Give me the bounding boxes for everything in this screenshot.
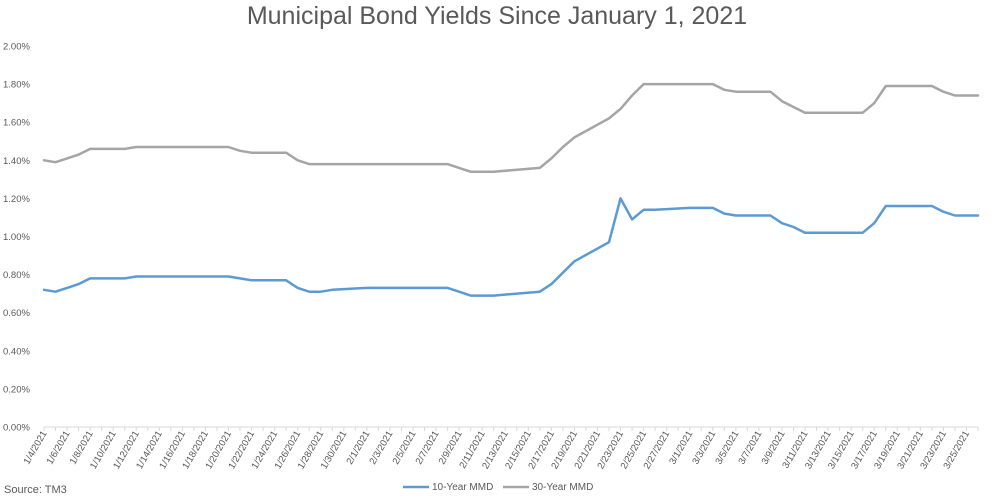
chart-title: Municipal Bond Yields Since January 1, 2… [246,2,748,30]
x-axis: 1/4/20211/6/20211/8/20211/10/20211/12/20… [22,426,979,471]
y-tick-label: 2.00% [3,42,30,53]
y-tick-label: 1.80% [3,80,30,91]
y-tick-label: 0.60% [3,308,30,319]
y-tick-label: 1.40% [3,156,30,167]
y-tick-label: 0.00% [3,423,30,434]
y-tick-label: 0.20% [3,384,30,395]
series-line-30-year-mmd [42,82,980,173]
series-lines [42,82,980,297]
source-note: Source: TM3 [4,484,67,496]
y-tick-label: 0.40% [3,346,30,357]
series-line-10-year-mmd [42,197,980,297]
y-tick-label: 0.80% [3,270,30,281]
legend: 10-Year MMD 30-Year MMD [403,482,593,493]
y-tick-label: 1.60% [3,118,30,129]
y-axis: 0.00% 0.20% 0.40% 0.60% 0.80% 1.00% 1.20% 1.40%… [3,42,30,434]
legend-label: 10-Year MMD [432,482,493,493]
legend-label: 30-Year MMD [532,482,593,493]
y-tick-label: 1.20% [3,194,30,205]
y-tick-label: 1.00% [3,232,30,243]
